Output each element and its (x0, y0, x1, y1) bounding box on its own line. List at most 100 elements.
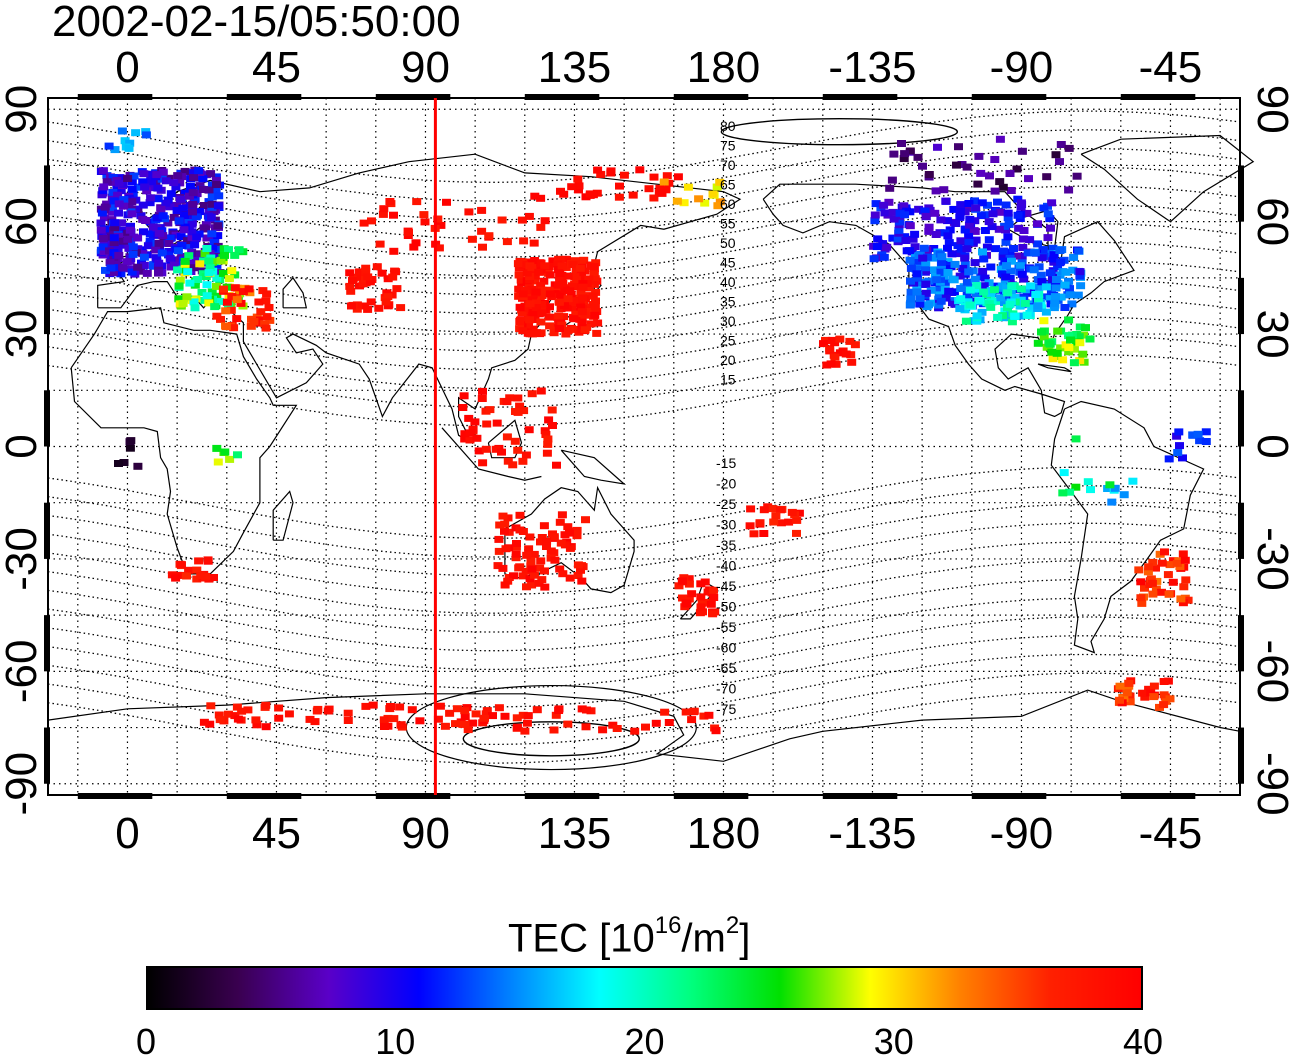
lon-label-bottom: -135 (828, 809, 916, 858)
axis-bar-top (971, 94, 1047, 100)
tec-cell (205, 264, 215, 271)
tec-cell (524, 545, 534, 553)
tec-cell (971, 236, 981, 244)
tec-cell (1016, 199, 1026, 207)
tec-cell (1163, 571, 1173, 579)
tec-cell (529, 571, 539, 579)
tec-cell (984, 300, 994, 308)
tec-cell (543, 435, 553, 443)
tec-cell (465, 429, 475, 437)
tec-cell (712, 183, 722, 191)
tec-cell (949, 205, 959, 213)
tec-cell (664, 719, 674, 726)
tec-cell (173, 172, 183, 180)
tec-cell (180, 167, 190, 175)
tec-cell (104, 226, 114, 234)
tec-cell (251, 716, 261, 724)
tec-cell (224, 246, 233, 254)
tec-cell (920, 264, 930, 272)
tec-cell (970, 197, 979, 205)
tec-cell (109, 234, 119, 242)
tec-cell (965, 286, 975, 294)
tec-cell (555, 518, 565, 526)
tec-cell (956, 201, 966, 209)
tec-cell (1018, 235, 1028, 243)
tec-cell (979, 255, 989, 263)
tec-cell (530, 316, 540, 323)
tec-cell (934, 292, 944, 300)
colorbar-title: TEC [1016/m2] (508, 912, 751, 961)
tec-cell (388, 273, 398, 281)
tec-cell (679, 199, 689, 207)
tec-cell (545, 290, 555, 298)
tec-cell (1034, 263, 1044, 271)
tec-cell (148, 223, 158, 231)
tec-cell (194, 557, 204, 565)
tec-cell (956, 285, 966, 292)
tec-cell (211, 176, 221, 184)
tec-cell (209, 574, 218, 581)
tec-cell (1022, 311, 1032, 319)
tec-cell (502, 238, 512, 246)
tec-cell (345, 269, 355, 277)
lat-label-left: 60 (0, 197, 46, 246)
lat-label-right: -90 (1248, 752, 1292, 816)
tec-cell (921, 289, 931, 297)
lat-label-right: -60 (1248, 640, 1292, 704)
tec-cell (505, 394, 515, 402)
tec-cell (366, 298, 376, 306)
lon-label-bottom: 180 (687, 809, 760, 858)
tec-cell (451, 720, 460, 728)
tec-observations (96, 127, 1211, 735)
tec-cell (219, 285, 228, 293)
lon-label-bottom: 0 (115, 809, 139, 858)
tec-cell (1181, 576, 1191, 584)
tec-cell (921, 280, 931, 288)
tec-cell (951, 220, 961, 227)
tec-cell (878, 240, 888, 248)
tec-cell (956, 295, 966, 303)
axis-bar-top (673, 94, 749, 100)
tec-cell (591, 297, 600, 305)
tec-cell (158, 168, 168, 176)
tec-cell (184, 252, 194, 260)
tec-cell (1064, 277, 1074, 285)
tec-cell (512, 723, 522, 731)
tec-cell (139, 170, 149, 178)
contour-label: 45 (720, 255, 736, 271)
tec-cell (614, 193, 624, 201)
tec-cell (521, 451, 531, 459)
tec-cell (649, 173, 659, 181)
lon-label-bottom: -90 (990, 809, 1054, 858)
tec-cell (684, 595, 694, 603)
tec-cell (694, 195, 704, 203)
tec-cell (1136, 594, 1146, 602)
tec-cell (213, 458, 223, 466)
tec-cell (577, 322, 587, 330)
tec-cell (831, 360, 841, 368)
axis-bar-right (1238, 615, 1244, 672)
tec-cell (944, 239, 954, 247)
axis-bar-right (1238, 390, 1244, 447)
tec-cell (906, 295, 916, 303)
tec-cell (588, 191, 598, 199)
tec-cell (345, 282, 355, 290)
tec-cell (962, 291, 972, 299)
tec-cell (641, 723, 650, 731)
tec-cell (194, 167, 204, 175)
tec-cell (515, 526, 525, 534)
tec-cell (1003, 289, 1013, 297)
tec-cell (584, 284, 594, 292)
tec-cell (922, 253, 932, 261)
tec-cell (1140, 584, 1149, 592)
axis-bar-left (44, 277, 50, 335)
tec-cell (884, 198, 894, 206)
tec-cell (348, 277, 357, 284)
tec-cell (996, 294, 1006, 302)
tec-cell (987, 223, 997, 231)
tec-cell (943, 244, 952, 252)
tec-cell (1146, 575, 1156, 583)
tec-cell (576, 566, 585, 574)
tec-cell (581, 516, 590, 524)
tec-cell (1165, 561, 1175, 569)
